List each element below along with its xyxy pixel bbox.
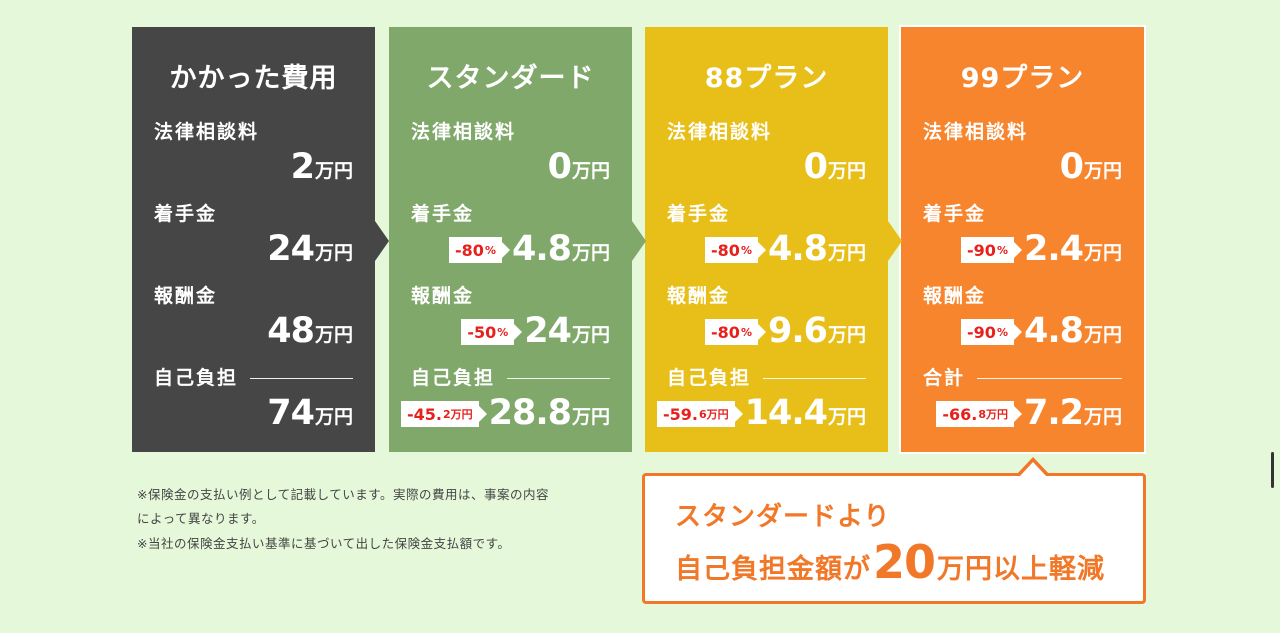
total-label: 自己負担 [667,367,752,389]
row-value: 2 [290,147,315,187]
row-unit: 万円 [571,242,610,264]
row-unit: 万円 [314,242,353,264]
total-unit: 万円 [827,406,866,428]
row-value: 2.4 [1023,229,1084,269]
card-title: かかった費用 [169,63,338,94]
total-label: 自己負担 [154,367,239,389]
row-unit: 万円 [1083,160,1122,182]
row-unit: 万円 [827,160,866,182]
row-label: 法律相談料 [923,121,1029,143]
row-value: 4.8 [1023,311,1084,351]
row-retainer: 着手金 24 万円 [154,201,353,269]
row-reward: 報酬金 -90% 4.8 万円 [923,283,1122,351]
standard-card: スタンダード 法律相談料 0 万円 着手金 -80% 4.8 万円 報酬金 -50% 2… [389,27,632,452]
row-unit: 万円 [827,324,866,346]
row-label: 着手金 [411,203,475,225]
callout-pointer-inner [1019,462,1047,477]
discount-badge: -50% [461,319,523,345]
row-total: 自己負担 -45. 2万円 28.8 万円 [400,365,610,433]
row-value: 4.8 [511,229,572,269]
total-unit: 万円 [1083,406,1122,428]
row-label: 報酬金 [923,285,987,307]
card-title: 88プラン [704,63,829,94]
row-label: 報酬金 [667,285,731,307]
discount-badge: -90% [961,237,1022,263]
divider [507,377,610,379]
row-reward: 報酬金 48 万円 [154,283,353,351]
row-total: 自己負担 74 万円 [154,365,353,433]
note-line: によって異なります。 [137,511,265,526]
divider [763,377,866,379]
discount-badge: -90% [961,319,1022,345]
row-unit: 万円 [1083,242,1122,264]
row-reward: 報酬金 -80% 9.6 万円 [667,283,866,351]
row-label: 着手金 [923,203,987,225]
row-retainer: 着手金 -90% 2.4 万円 [923,201,1122,269]
savings-badge: -66. 8万円 [936,401,1022,427]
savings-callout: スタンダードより 自己負担金額が 20 万円以上軽減 [642,473,1146,604]
row-label: 報酬金 [411,285,475,307]
savings-badge: -59. 6万円 [656,401,743,427]
row-reward: 報酬金 -50% 24 万円 [411,283,610,351]
note-line: ※保険金の支払い例として記載しています。実際の費用は、事案の内容 [137,487,549,502]
total-unit: 万円 [571,406,610,428]
row-unit: 万円 [571,160,610,182]
total-value: 14.4 [744,393,828,433]
row-label: 着手金 [154,203,218,225]
divider [977,377,1122,379]
callout-amount: 20 [873,535,936,589]
row-total: 合計 -66. 8万円 7.2 万円 [923,365,1122,433]
card-title: 99プラン [960,63,1085,94]
cost-card: かかった費用 法律相談料 2 万円 着手金 24 万円 報酬金 48 万円 自己負担 … [132,27,375,452]
row-label: 着手金 [667,203,731,225]
plan99-card: 99プラン 法律相談料 0 万円 着手金 -90% 2.4 万円 報酬金 -90% 4.… [899,25,1146,454]
total-value: 7.2 [1023,393,1084,433]
row-total: 自己負担 -59. 6万円 14.4 万円 [656,365,866,433]
row-consultation: 法律相談料 0 万円 [411,119,610,187]
row-label: 法律相談料 [411,121,517,143]
row-unit: 万円 [1083,324,1122,346]
scrollbar[interactable] [1271,452,1274,488]
callout-line2: 自己負担金額が 20 万円以上軽減 [675,538,1105,586]
discount-badge: -80% [705,237,766,263]
row-label: 報酬金 [154,285,218,307]
row-unit: 万円 [314,324,353,346]
callout-line1: スタンダードより [675,502,891,532]
row-unit: 万円 [571,324,610,346]
callout-line2-pre: 自己負担金額が [675,554,871,585]
discount-badge: -80% [705,319,766,345]
row-retainer: 着手金 -80% 4.8 万円 [667,201,866,269]
row-consultation: 法律相談料 0 万円 [667,119,866,187]
discount-badge: -80% [449,237,510,263]
arrow-right-icon [375,221,389,261]
row-value: 0 [1059,147,1084,187]
total-label: 合計 [923,367,966,389]
total-value: 74 [267,393,315,433]
row-unit: 万円 [314,160,353,182]
row-value: 4.8 [767,229,828,269]
row-value: 48 [267,311,315,351]
card-title: スタンダード [426,63,595,94]
row-consultation: 法律相談料 0 万円 [923,119,1122,187]
row-label: 法律相談料 [667,121,773,143]
row-consultation: 法律相談料 2 万円 [154,119,353,187]
note-line: ※当社の保険金支払い基準に基づいて出した保険金支払額です。 [137,536,511,551]
savings-badge: -45. 2万円 [400,401,487,427]
row-retainer: 着手金 -80% 4.8 万円 [411,201,610,269]
row-value: 9.6 [767,311,828,351]
row-label: 法律相談料 [154,121,260,143]
row-value: 0 [803,147,828,187]
arrow-right-icon [632,221,646,261]
arrow-right-icon [888,221,902,261]
row-unit: 万円 [827,242,866,264]
row-value: 0 [547,147,572,187]
callout-line2-post: 万円以上軽減 [937,554,1106,585]
plan88-card: 88プラン 法律相談料 0 万円 着手金 -80% 4.8 万円 報酬金 -80% 9.… [645,27,888,452]
total-unit: 万円 [314,406,353,428]
total-label: 自己負担 [411,367,496,389]
row-value: 24 [267,229,315,269]
row-value: 24 [524,311,572,351]
divider [250,377,353,379]
total-value: 28.8 [488,393,572,433]
